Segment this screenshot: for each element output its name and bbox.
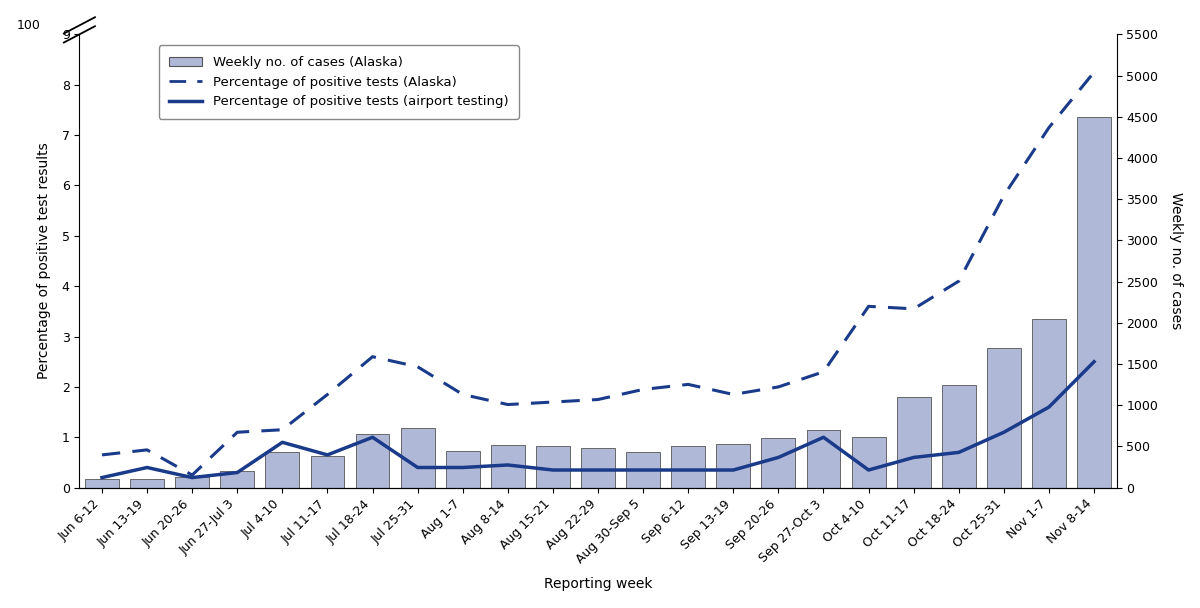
- Bar: [852, 437, 886, 488]
- Y-axis label: Weekly no. of cases: Weekly no. of cases: [1169, 192, 1183, 330]
- Bar: [265, 452, 299, 488]
- Bar: [716, 444, 750, 488]
- Bar: [1078, 117, 1111, 488]
- Bar: [85, 479, 119, 488]
- Bar: [942, 385, 976, 488]
- Bar: [626, 452, 660, 488]
- Legend: Weekly no. of cases (Alaska), Percentage of positive tests (Alaska), Percentage : Weekly no. of cases (Alaska), Percentage…: [158, 46, 518, 119]
- Bar: [130, 478, 164, 488]
- X-axis label: Reporting week: Reporting week: [544, 578, 653, 592]
- Bar: [311, 457, 344, 488]
- Bar: [986, 348, 1021, 488]
- Bar: [762, 438, 796, 488]
- Bar: [355, 434, 390, 488]
- Y-axis label: Percentage of positive test results: Percentage of positive test results: [36, 143, 50, 379]
- Bar: [175, 477, 209, 488]
- Bar: [491, 445, 524, 488]
- Bar: [536, 446, 570, 488]
- Bar: [401, 428, 434, 488]
- Text: 100: 100: [17, 19, 41, 32]
- Bar: [446, 451, 480, 488]
- Bar: [671, 446, 706, 488]
- Bar: [221, 471, 254, 488]
- Bar: [896, 397, 930, 488]
- Bar: [1032, 319, 1066, 488]
- Bar: [581, 448, 614, 488]
- Bar: [806, 430, 840, 488]
